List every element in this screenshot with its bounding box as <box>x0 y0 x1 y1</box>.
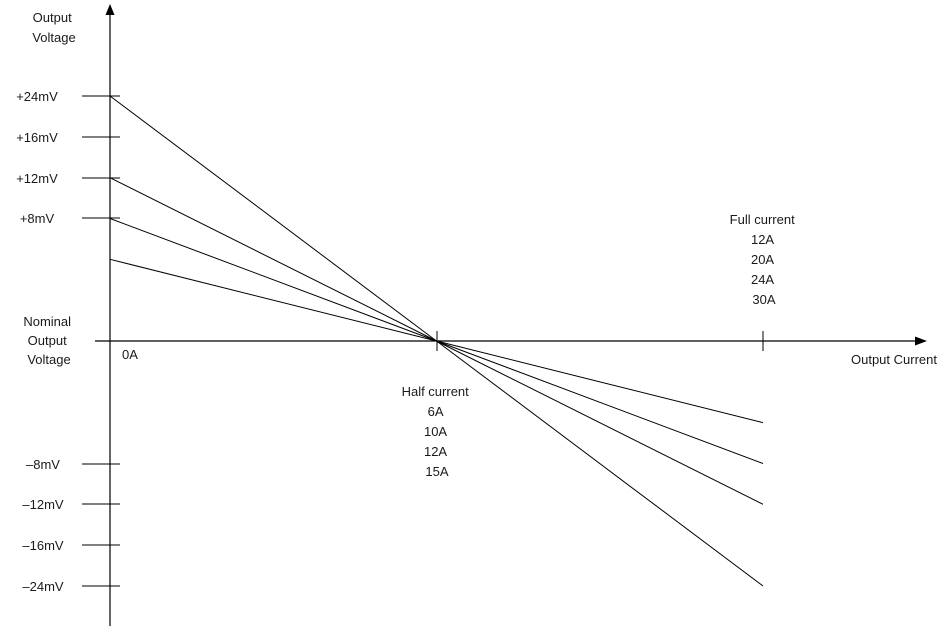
half-current-label: Half current 6A 10A 12A 15A <box>402 384 473 479</box>
tick-label: +16mV <box>16 130 58 145</box>
droop-lines <box>109 95 764 587</box>
x-axis-title: Output Current <box>851 352 937 367</box>
tick-label: –24mV <box>22 579 64 594</box>
x-axis-arrow-icon <box>915 336 927 346</box>
negative-ticks: –8mV –12mV –16mV –24mV <box>22 457 120 594</box>
origin-current-label: 0A <box>122 347 138 362</box>
tick-label: –16mV <box>22 538 64 553</box>
tick-label: +24mV <box>16 89 58 104</box>
tick-label: +8mV <box>20 211 55 226</box>
nominal-voltage-label: Nominal Output Voltage <box>23 314 74 367</box>
tick-label: –12mV <box>22 497 64 512</box>
positive-ticks: +24mV +16mV +12mV +8mV <box>16 89 120 226</box>
y-axis-arrow-icon <box>105 4 115 15</box>
y-axis-title: Output Voltage <box>32 10 75 45</box>
tick-label: +12mV <box>16 171 58 186</box>
droop-line <box>109 258 764 424</box>
tick-label: –8mV <box>26 457 60 472</box>
full-current-label: Full current 12A 20A 24A 30A <box>730 212 799 307</box>
